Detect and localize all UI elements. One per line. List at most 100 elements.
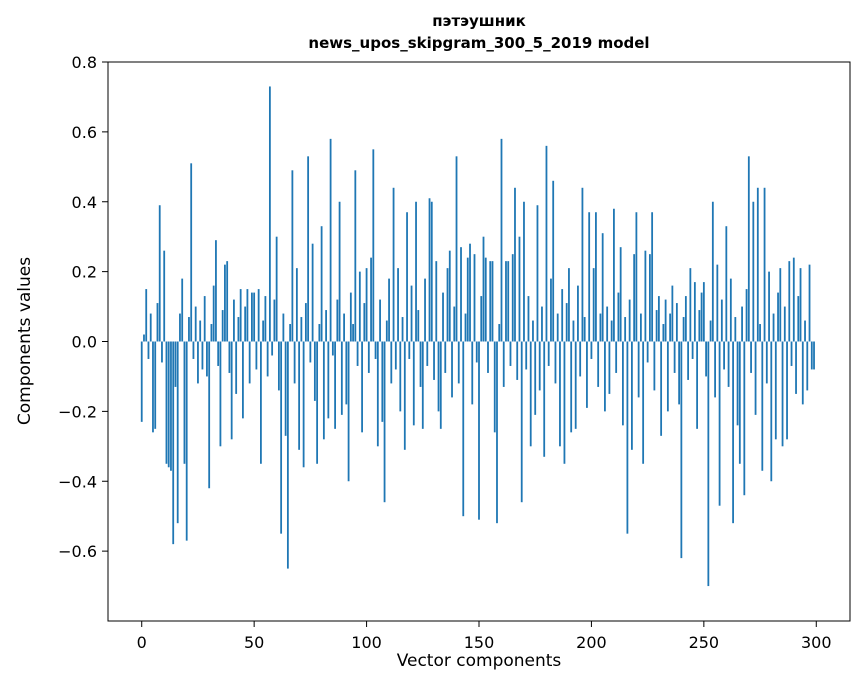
y-tick-label: −0.6	[58, 542, 97, 561]
bar	[316, 341, 319, 464]
bar	[412, 341, 415, 426]
bar	[421, 341, 424, 429]
bar	[743, 341, 746, 496]
bar	[655, 310, 658, 342]
bar	[525, 341, 528, 370]
x-tick-label: 50	[244, 633, 264, 652]
bar	[619, 247, 622, 342]
bar	[448, 250, 451, 342]
bar	[610, 320, 613, 342]
bar	[669, 313, 672, 342]
bar	[590, 341, 593, 359]
bar	[729, 278, 732, 342]
bar	[478, 341, 480, 520]
bar	[653, 341, 656, 391]
bar	[385, 320, 388, 342]
bar	[635, 212, 638, 342]
bar	[700, 292, 703, 342]
bar	[221, 310, 224, 342]
bar	[188, 317, 190, 342]
bar	[462, 341, 465, 517]
bar	[320, 226, 323, 342]
bar	[406, 212, 408, 342]
bar	[642, 341, 645, 464]
bar	[714, 341, 716, 398]
bar	[689, 268, 692, 342]
x-tick-label: 300	[801, 633, 832, 652]
bar	[156, 303, 159, 342]
bar	[693, 282, 696, 342]
bar	[657, 296, 660, 342]
bar	[255, 341, 258, 370]
bar	[574, 341, 577, 429]
bar	[801, 341, 804, 405]
bar	[415, 201, 417, 342]
bar	[219, 341, 222, 447]
x-tick-label: 0	[137, 633, 147, 652]
bar	[376, 341, 379, 447]
bar	[502, 341, 505, 387]
bar	[538, 341, 541, 391]
bar	[606, 306, 609, 342]
bar	[547, 341, 550, 366]
bar	[705, 341, 707, 377]
bar	[343, 313, 345, 342]
bar	[408, 341, 411, 359]
bar	[678, 341, 681, 405]
bar	[691, 341, 694, 359]
bar	[331, 341, 334, 356]
bar	[725, 226, 728, 342]
bar	[781, 341, 784, 447]
bar	[523, 201, 525, 342]
bar	[419, 341, 422, 387]
bar	[772, 313, 775, 342]
bar	[273, 299, 276, 342]
bar	[453, 306, 456, 342]
bar	[541, 306, 543, 342]
bar	[597, 341, 600, 387]
bar	[212, 285, 215, 342]
bar	[224, 264, 226, 342]
bar	[489, 261, 492, 342]
bar	[716, 264, 719, 342]
y-tick-label: −0.2	[58, 402, 97, 421]
bar	[354, 170, 357, 342]
x-tick-label: 100	[351, 633, 382, 652]
bar	[327, 341, 330, 419]
bar	[750, 341, 752, 373]
bar	[426, 341, 429, 366]
bar	[147, 341, 150, 359]
y-tick-label: 0.8	[72, 53, 97, 72]
bar	[370, 257, 372, 342]
bar	[439, 341, 442, 429]
bar	[777, 292, 779, 342]
bar	[774, 341, 777, 440]
bar	[633, 254, 636, 342]
bar	[329, 138, 332, 342]
bar	[684, 296, 687, 342]
bar	[149, 313, 152, 342]
bar	[286, 341, 289, 569]
bar	[806, 341, 809, 391]
chart-title-line1: пэтэушник	[432, 12, 526, 30]
bar	[313, 341, 316, 401]
bar	[637, 341, 640, 398]
bar	[268, 86, 271, 342]
bar	[577, 285, 579, 342]
bar	[487, 341, 489, 373]
bar	[687, 341, 690, 380]
bar	[601, 233, 604, 342]
bar	[808, 264, 811, 342]
bar	[430, 201, 433, 342]
bar	[215, 240, 217, 342]
bar	[783, 306, 786, 342]
bar	[390, 341, 393, 384]
bar	[644, 250, 647, 342]
bar	[446, 268, 449, 342]
bar	[493, 341, 496, 433]
bar	[511, 254, 514, 342]
bar	[266, 341, 269, 377]
bar	[514, 187, 516, 342]
bar	[581, 187, 584, 342]
bar	[727, 341, 730, 387]
